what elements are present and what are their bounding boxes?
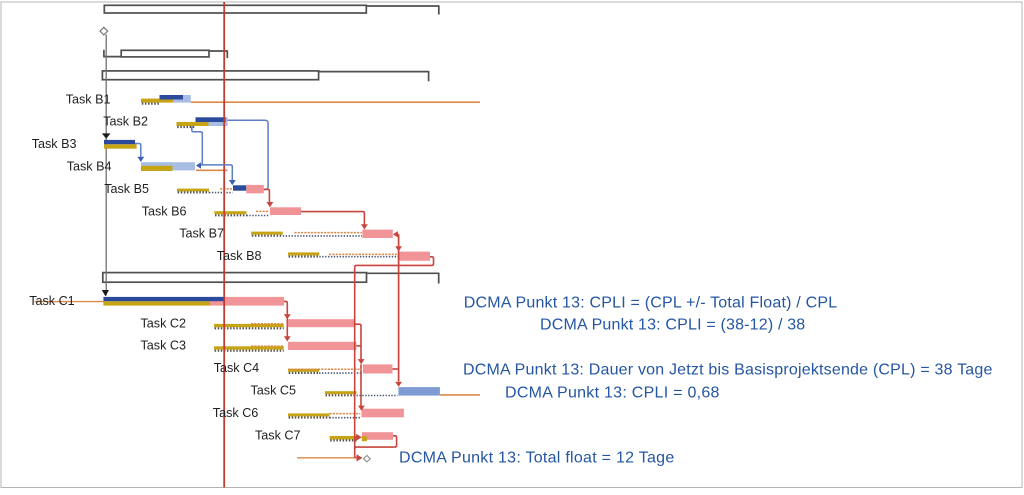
svg-text:DCMA Punkt 13: CPLI = 0,68: DCMA Punkt 13: CPLI = 0,68 xyxy=(505,385,720,402)
svg-text:Task C1: Task C1 xyxy=(29,294,75,308)
svg-text:DCMA Punkt 13: Dauer von Jetzt: DCMA Punkt 13: Dauer von Jetzt bis Basis… xyxy=(463,362,993,379)
svg-text:Task B7: Task B7 xyxy=(179,227,224,241)
svg-text:Task B4: Task B4 xyxy=(67,160,112,174)
svg-text:Task C4: Task C4 xyxy=(214,361,260,375)
svg-text:Task B5: Task B5 xyxy=(104,182,149,196)
svg-text:DCMA Punkt 13: Total float = 1: DCMA Punkt 13: Total float = 12 Tage xyxy=(399,450,675,467)
svg-text:Task C7: Task C7 xyxy=(255,428,301,442)
svg-text:Task B8: Task B8 xyxy=(217,249,262,263)
svg-text:DCMA Punkt 13: CPLI = (CPL +/-: DCMA Punkt 13: CPLI = (CPL +/- Total Flo… xyxy=(464,295,838,312)
svg-text:Task C3: Task C3 xyxy=(141,339,187,353)
svg-text:Task B3: Task B3 xyxy=(32,137,77,151)
svg-text:Task B2: Task B2 xyxy=(103,115,148,129)
svg-text:Task C5: Task C5 xyxy=(251,384,297,398)
svg-text:Task B1: Task B1 xyxy=(66,92,111,106)
svg-text:Task B6: Task B6 xyxy=(142,204,187,218)
svg-text:DCMA Punkt 13: CPLI = (38-12): DCMA Punkt 13: CPLI = (38-12) / 38 xyxy=(540,317,805,334)
svg-text:Task C6: Task C6 xyxy=(213,406,259,420)
svg-text:Task C2: Task C2 xyxy=(141,316,187,330)
